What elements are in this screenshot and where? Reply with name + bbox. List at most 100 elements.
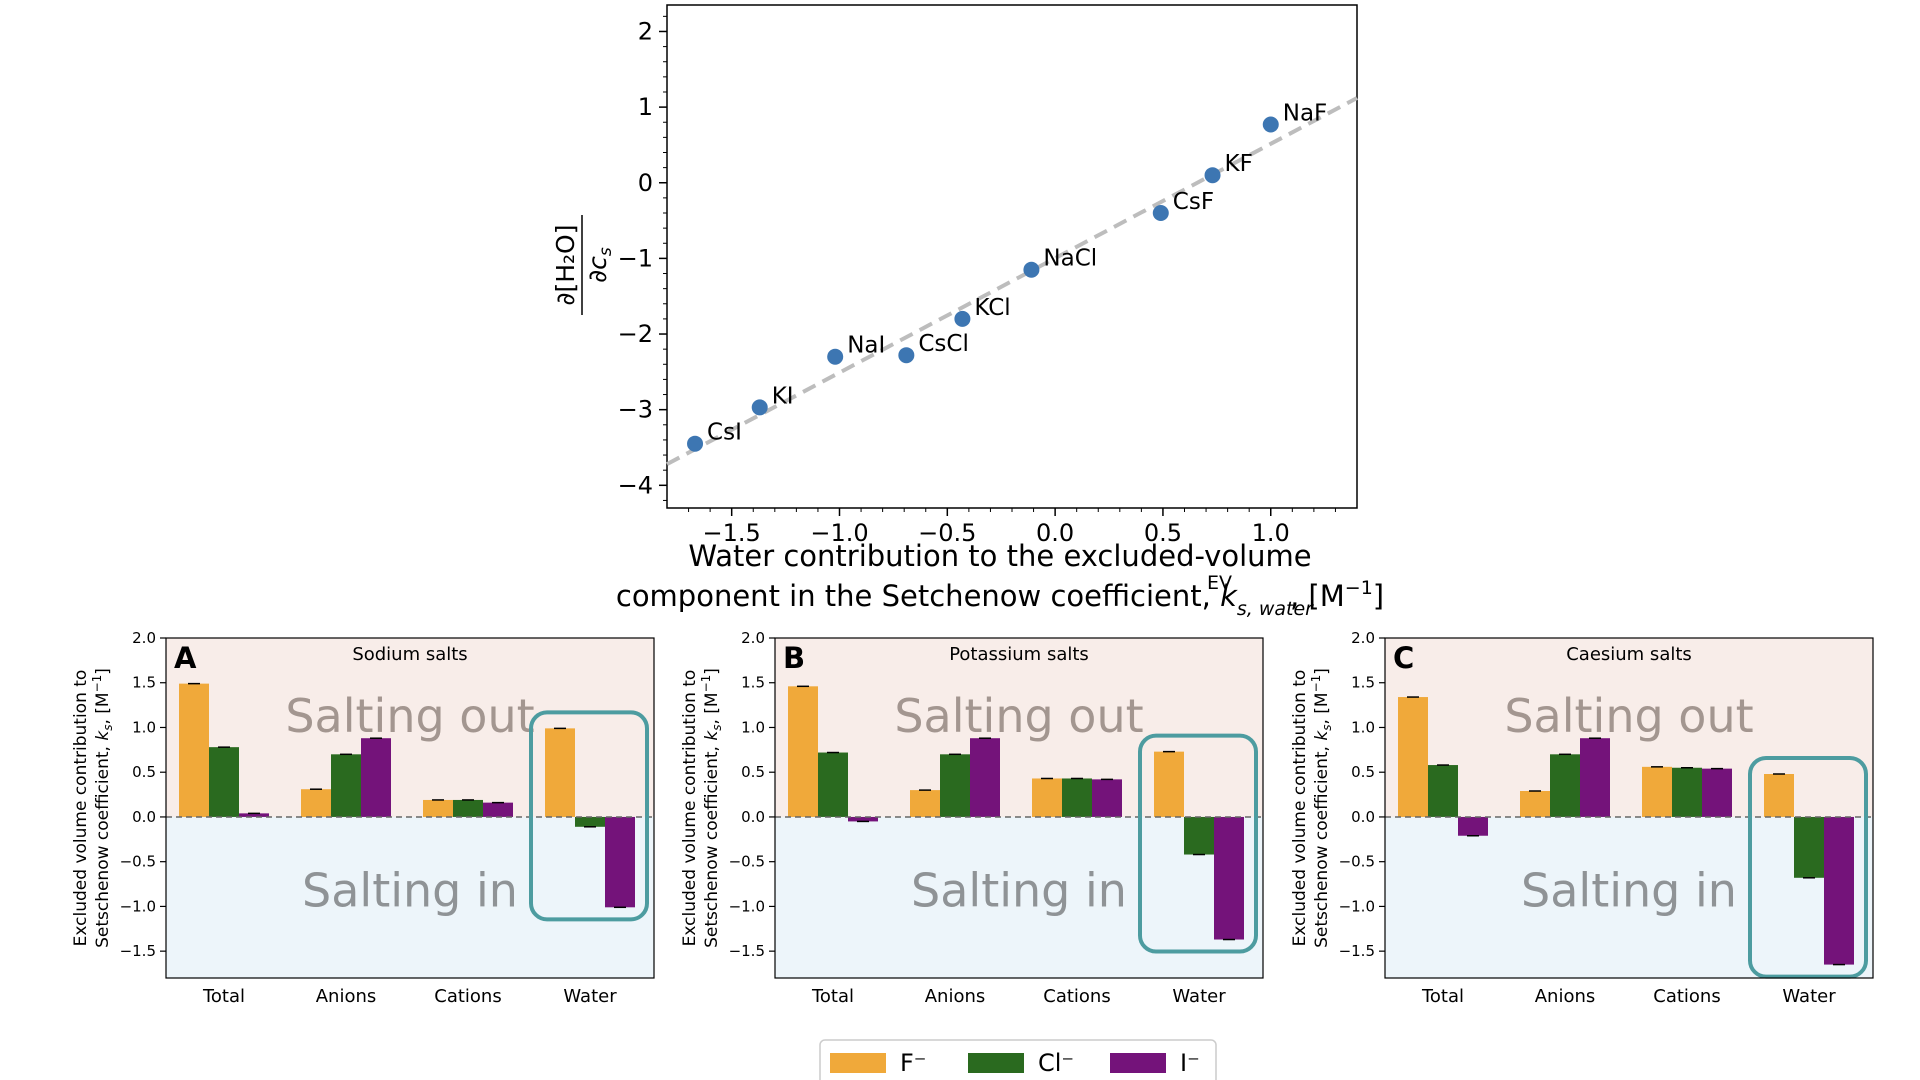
point-label: KCl — [974, 295, 1010, 321]
water-highlight-box — [1138, 733, 1258, 954]
scatter-plot-frame — [666, 4, 1358, 509]
category-label: Total — [202, 986, 245, 1007]
bar-y-axis-label-line-2: Setschenow coefficient, ks, [M−1] — [1309, 668, 1334, 948]
bar — [179, 683, 209, 817]
legend-swatch — [830, 1053, 886, 1073]
point-ki — [751, 399, 768, 416]
point-kf — [1204, 167, 1221, 184]
bar-y-axis-label-line-1: Excluded volume contribution to — [680, 670, 700, 947]
point-label: NaCl — [1043, 246, 1097, 272]
salting-out-label: Salting out — [894, 689, 1143, 743]
y-tick-label: 2.0 — [1351, 629, 1375, 647]
point-cscl — [898, 347, 915, 364]
bar — [1550, 754, 1580, 817]
y-axis-label-denominator: ∂cs — [583, 247, 616, 283]
bar — [1672, 767, 1702, 817]
salting-in-region — [1385, 816, 1873, 978]
scatter-ticks: −1.5 −1.0 −0.5 0.0 0.5 1.0 −4 −3 −2 −1 0 1 2 — [618, 15, 1336, 547]
y-tick-label: 1.5 — [741, 674, 765, 692]
y-tick-label: 0.0 — [1351, 808, 1375, 826]
y-tick-label: −0.5 — [729, 853, 765, 871]
panel-title: Potassium salts — [949, 644, 1089, 665]
bar-panel-b: Salting out Salting in Total Anions Cations W… — [680, 629, 1264, 1007]
bar — [1398, 697, 1428, 817]
y-tick-label: 1.5 — [132, 674, 156, 692]
bar — [1702, 768, 1732, 817]
point-label: CsI — [707, 420, 742, 446]
bar — [1214, 816, 1244, 940]
bar — [423, 799, 453, 817]
category-label: Anions — [316, 986, 377, 1007]
y-tick-label: −1.0 — [1339, 897, 1375, 915]
point-kcl — [954, 310, 971, 327]
bar — [361, 738, 391, 817]
bar — [1764, 774, 1794, 817]
water-highlight-box — [529, 710, 649, 922]
category-label: Anions — [925, 986, 986, 1007]
category-label: Cations — [1653, 986, 1720, 1007]
bar-plot-frame — [1384, 637, 1874, 979]
panel-letter: A — [174, 641, 197, 675]
salting-out-label: Salting out — [1504, 689, 1753, 743]
bar — [1580, 738, 1610, 817]
bar — [301, 789, 331, 817]
x-tick-label: 1.0 — [1252, 519, 1290, 547]
bar-y-axis-label: Excluded volume contribution to Setscheno… — [71, 668, 115, 948]
bar — [1428, 765, 1458, 817]
legend-swatch — [968, 1053, 1024, 1073]
point-label: NaI — [847, 333, 885, 359]
bar-y-axis-label: Excluded volume contribution to Setscheno… — [1290, 668, 1334, 948]
bar-plot-frame — [165, 637, 655, 979]
category-label: Total — [1421, 986, 1464, 1007]
scatter-axes — [666, 4, 1358, 509]
salting-in-label: Salting in — [302, 863, 518, 917]
y-tick-label: −4 — [618, 471, 653, 499]
scatter-chart: −1.5 −1.0 −0.5 0.0 0.5 1.0 −4 −3 −2 −1 0 1 2 CsI KI Na… — [551, 4, 1384, 620]
x-tick-label: 0.0 — [1036, 519, 1074, 547]
panel-letter: B — [783, 641, 805, 675]
fit-line — [666, 96, 1358, 466]
y-tick-label: 0.0 — [741, 808, 765, 826]
y-tick-label: 0.5 — [1351, 763, 1375, 781]
bar-y-axis-label-line-1: Excluded volume contribution to — [71, 670, 91, 947]
point-label: KI — [772, 383, 794, 409]
x-tick-label: −1.0 — [810, 519, 868, 547]
y-tick-label: 2.0 — [741, 629, 765, 647]
y-tick-label: 0.5 — [132, 763, 156, 781]
bar — [453, 799, 483, 817]
y-tick-label: 0.0 — [132, 808, 156, 826]
y-tick-label: 1.5 — [1351, 674, 1375, 692]
y-tick-label: −1.5 — [1339, 942, 1375, 960]
point-csi — [687, 435, 704, 452]
salting-out-label: Salting out — [285, 689, 534, 743]
bar — [1520, 791, 1550, 817]
bar — [1794, 816, 1824, 878]
y-axis-label: ∂[H₂O] ∂cs — [551, 215, 616, 315]
bar — [605, 816, 635, 908]
y-axis-label-numerator: ∂[H₂O] — [551, 225, 580, 306]
bar — [1032, 778, 1062, 817]
category-label: Anions — [1535, 986, 1596, 1007]
x-axis-label-line-1: Water contribution to the excluded-volum… — [688, 539, 1311, 573]
bar-panel-a: Salting out Salting in Total Anions Cations W… — [71, 629, 655, 1007]
x-tick-label: −0.5 — [918, 519, 976, 547]
point-csf — [1152, 205, 1169, 222]
bar-y-axis-label: Excluded volume contribution to Setscheno… — [680, 668, 724, 948]
category-label: Water — [563, 986, 617, 1007]
category-label: Total — [811, 986, 854, 1007]
y-tick-label: 1.0 — [741, 718, 765, 736]
legend-label: F⁻ — [900, 1049, 926, 1077]
x-tick-label: 0.5 — [1144, 519, 1182, 547]
bar-y-axis-label-line-2: Setschenow coefficient, ks, [M−1] — [90, 668, 115, 948]
y-tick-label: 1.0 — [1351, 718, 1375, 736]
water-highlight-box — [1748, 756, 1868, 979]
category-label: Cations — [434, 986, 501, 1007]
y-tick-label: −0.5 — [1339, 853, 1375, 871]
point-naf — [1262, 116, 1279, 133]
point-nai — [827, 348, 844, 365]
bar — [239, 813, 269, 817]
y-tick-label: 2 — [638, 17, 653, 45]
y-tick-label: 2.0 — [132, 629, 156, 647]
